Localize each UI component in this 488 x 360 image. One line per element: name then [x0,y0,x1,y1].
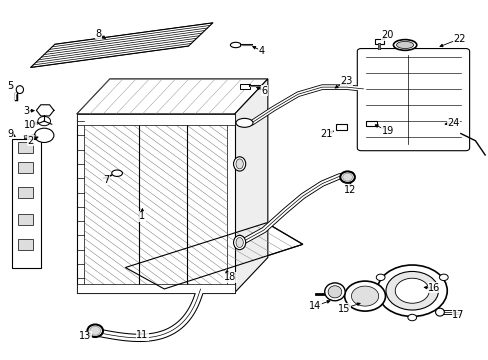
Ellipse shape [233,235,245,249]
Polygon shape [77,114,234,293]
Ellipse shape [340,171,354,183]
Bar [77,114,234,125]
Circle shape [376,265,447,316]
Ellipse shape [435,308,444,316]
Circle shape [34,128,54,143]
Text: 21: 21 [319,129,332,139]
Text: 4: 4 [258,46,264,56]
Text: 19: 19 [381,126,393,136]
Text: 1: 1 [139,211,145,221]
Ellipse shape [396,41,413,49]
Ellipse shape [236,238,243,248]
Ellipse shape [342,173,352,181]
Polygon shape [234,79,267,293]
Ellipse shape [16,86,23,94]
Bar [239,84,250,89]
Bar [366,121,376,126]
Circle shape [38,116,50,126]
Text: 6: 6 [261,86,267,96]
Text: 11: 11 [136,330,148,341]
Ellipse shape [327,286,341,298]
Text: 18: 18 [224,272,236,282]
Ellipse shape [393,40,416,50]
Bar [12,139,41,267]
Text: 24: 24 [447,118,459,128]
Text: 9: 9 [7,129,13,139]
Polygon shape [30,23,212,67]
Bar [18,239,32,249]
Ellipse shape [230,42,241,48]
Text: 23: 23 [340,76,352,86]
Circle shape [351,286,378,306]
Text: 13: 13 [79,332,91,342]
Bar [374,39,383,44]
Polygon shape [84,121,227,285]
Text: 8: 8 [95,28,102,39]
Text: 15: 15 [337,303,349,314]
Ellipse shape [439,274,447,280]
Text: 16: 16 [427,283,439,293]
Polygon shape [125,223,302,289]
Circle shape [385,271,438,310]
Polygon shape [77,79,267,114]
Text: 3: 3 [23,106,30,116]
FancyBboxPatch shape [357,49,468,151]
Ellipse shape [87,324,103,337]
Circle shape [344,281,385,311]
Bar [18,162,32,173]
Ellipse shape [324,283,345,301]
Text: 12: 12 [344,185,356,195]
Ellipse shape [376,274,384,280]
Text: 22: 22 [452,34,465,44]
Bar [18,214,32,225]
Text: 20: 20 [381,30,393,40]
Bar [18,187,32,198]
Ellipse shape [112,170,122,176]
Text: 17: 17 [451,310,464,320]
Circle shape [394,278,428,303]
Ellipse shape [90,326,101,335]
Bar [77,284,234,293]
Ellipse shape [233,157,245,171]
Bar [18,143,32,153]
Text: 7: 7 [102,175,109,185]
Bar [335,123,346,130]
Text: 10: 10 [24,120,37,130]
Ellipse shape [407,314,416,321]
Ellipse shape [236,118,252,127]
Text: 2: 2 [27,136,34,146]
Text: 5: 5 [7,81,13,91]
Ellipse shape [236,159,243,169]
Polygon shape [36,105,54,116]
Text: 14: 14 [308,301,321,311]
